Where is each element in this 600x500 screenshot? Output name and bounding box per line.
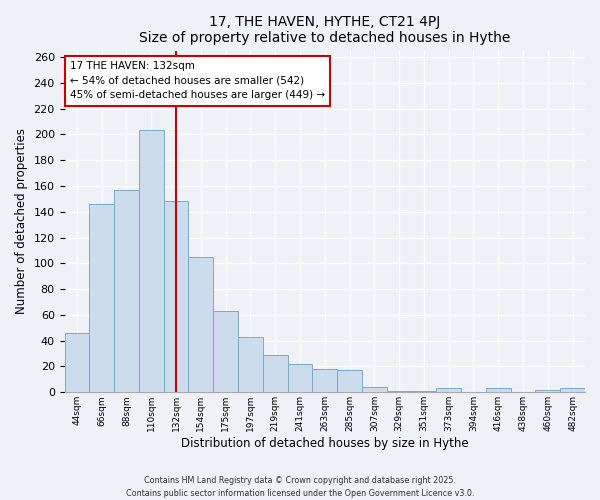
Bar [337, 370, 362, 392]
Bar [114, 190, 139, 392]
Bar [535, 390, 560, 392]
Bar [287, 364, 313, 392]
Bar [263, 355, 287, 393]
Bar [313, 369, 337, 392]
Bar [436, 388, 461, 392]
Bar [486, 388, 511, 392]
Bar [362, 387, 387, 392]
Bar [213, 311, 238, 392]
Bar [560, 388, 585, 392]
Bar [65, 333, 89, 392]
Bar [387, 391, 412, 392]
Bar [139, 130, 164, 392]
Bar [188, 257, 213, 392]
Bar [164, 202, 188, 392]
Text: 17 THE HAVEN: 132sqm
← 54% of detached houses are smaller (542)
45% of semi-deta: 17 THE HAVEN: 132sqm ← 54% of detached h… [70, 61, 325, 100]
Title: 17, THE HAVEN, HYTHE, CT21 4PJ
Size of property relative to detached houses in H: 17, THE HAVEN, HYTHE, CT21 4PJ Size of p… [139, 15, 511, 45]
X-axis label: Distribution of detached houses by size in Hythe: Distribution of detached houses by size … [181, 437, 469, 450]
Bar [412, 391, 436, 392]
Text: Contains HM Land Registry data © Crown copyright and database right 2025.
Contai: Contains HM Land Registry data © Crown c… [126, 476, 474, 498]
Bar [238, 337, 263, 392]
Y-axis label: Number of detached properties: Number of detached properties [15, 128, 28, 314]
Bar [89, 204, 114, 392]
